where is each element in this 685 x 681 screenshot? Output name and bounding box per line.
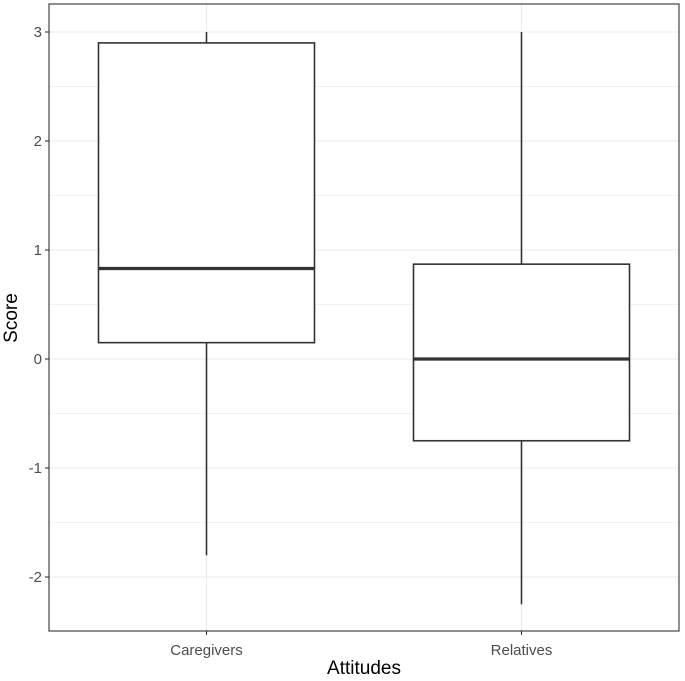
y-tick-label: -2 [29, 569, 42, 586]
panel-border [48, 3, 680, 632]
y-tick-label: 3 [34, 24, 42, 41]
y-axis-title: Score [1, 293, 22, 343]
y-axis: -2 -1 0 1 2 3 [29, 24, 49, 586]
box-caregivers [97, 32, 316, 556]
box-body [412, 263, 631, 442]
x-axis: Caregivers Relatives [170, 631, 552, 659]
y-tick-label: 2 [34, 133, 42, 150]
x-tick-label: Relatives [491, 642, 553, 659]
boxes-layer [97, 32, 631, 605]
y-tick-label: 1 [34, 242, 42, 259]
y-tick-label: -1 [29, 460, 42, 477]
x-tick-label: Caregivers [170, 642, 243, 659]
x-axis-title: Attitudes [327, 658, 401, 679]
box-body [97, 42, 316, 344]
y-tick-label: 0 [34, 351, 42, 368]
box-relatives [412, 32, 631, 605]
